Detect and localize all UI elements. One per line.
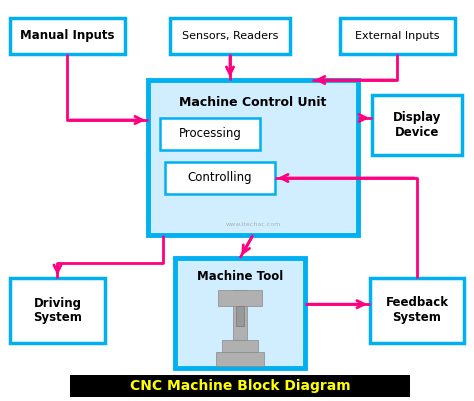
FancyBboxPatch shape [170,18,290,54]
FancyBboxPatch shape [222,340,258,352]
Text: Driving
System: Driving System [33,296,82,324]
FancyBboxPatch shape [218,290,262,306]
Text: Display
Device: Display Device [393,111,441,139]
FancyBboxPatch shape [70,375,410,397]
Text: Manual Inputs: Manual Inputs [20,30,115,43]
Text: Feedback
System: Feedback System [385,296,448,324]
FancyBboxPatch shape [236,306,244,326]
Text: CNC Machine Block Diagram: CNC Machine Block Diagram [130,379,350,393]
FancyBboxPatch shape [10,18,125,54]
Text: Processing: Processing [179,128,241,140]
FancyBboxPatch shape [148,80,358,235]
FancyBboxPatch shape [165,162,275,194]
Text: www.itechac.com: www.itechac.com [225,222,281,227]
Text: Sensors, Readers: Sensors, Readers [182,31,278,41]
Text: External Inputs: External Inputs [355,31,440,41]
FancyBboxPatch shape [372,95,462,155]
FancyBboxPatch shape [340,18,455,54]
FancyBboxPatch shape [175,258,305,368]
FancyBboxPatch shape [216,352,264,366]
FancyBboxPatch shape [160,118,260,150]
Text: Machine Tool: Machine Tool [197,269,283,282]
FancyBboxPatch shape [370,278,464,343]
Text: Machine Control Unit: Machine Control Unit [179,95,327,109]
Text: Controlling: Controlling [188,172,252,184]
FancyBboxPatch shape [10,278,105,343]
FancyBboxPatch shape [233,290,247,340]
